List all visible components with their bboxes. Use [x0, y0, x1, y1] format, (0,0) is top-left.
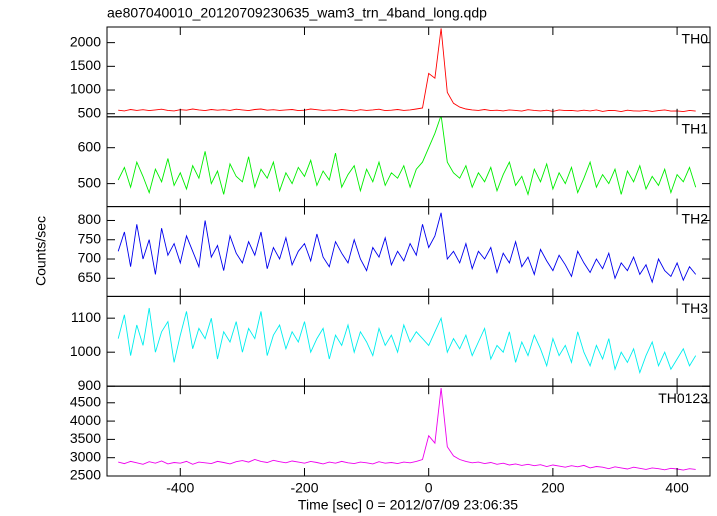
light-curve — [118, 388, 696, 471]
x-tick-label: -200 — [290, 480, 318, 496]
panel-frame — [106, 295, 711, 387]
y-tick-label: 3000 — [70, 448, 101, 464]
y-tick-label: 500 — [78, 104, 102, 120]
y-tick-label: 1100 — [71, 309, 101, 325]
light-curve — [117, 212, 697, 284]
panel-frame — [106, 116, 711, 208]
x-tick-label: 200 — [541, 480, 565, 496]
light-curve — [118, 28, 696, 113]
y-tick-label: 2500 — [70, 467, 101, 483]
panel-frame — [106, 206, 711, 297]
y-tick-label: 1000 — [70, 343, 101, 359]
panel-label: TH0 — [682, 31, 709, 47]
y-tick-label: 800 — [78, 211, 102, 227]
y-tick-label: 1500 — [70, 57, 101, 73]
y-tick-label: 1000 — [70, 81, 101, 97]
y-tick-label: 750 — [78, 230, 102, 246]
y-tick-label: 3500 — [70, 430, 101, 446]
y-tick-label: 650 — [78, 269, 102, 285]
panel-label: TH2 — [682, 210, 709, 226]
y-tick-label: 4000 — [70, 412, 101, 428]
panel-frame — [106, 385, 711, 477]
x-tick-label: 0 — [425, 480, 433, 496]
panel-label: TH3 — [682, 300, 709, 316]
y-axis-label: Counts/sec — [33, 216, 49, 286]
panel-label: TH0123 — [658, 390, 708, 406]
light-curve — [117, 307, 697, 375]
y-tick-label: 4500 — [70, 393, 101, 409]
y-tick-label: 600 — [78, 138, 102, 154]
y-tick-label: 2000 — [70, 33, 101, 49]
x-tick-label: 400 — [665, 480, 689, 496]
panel-label: TH1 — [682, 121, 709, 137]
y-tick-label: 900 — [78, 377, 102, 393]
y-tick-label: 500 — [78, 174, 102, 190]
x-axis-label: Time [sec] 0 = 2012/07/09 23:06:35 — [298, 497, 518, 513]
panel-frame — [106, 26, 711, 118]
chart-title: ae807040010_20120709230635_wam3_trn_4ban… — [107, 5, 487, 21]
y-tick-label: 700 — [78, 250, 102, 266]
light-curve — [117, 116, 697, 196]
x-tick-label: -400 — [166, 480, 194, 496]
